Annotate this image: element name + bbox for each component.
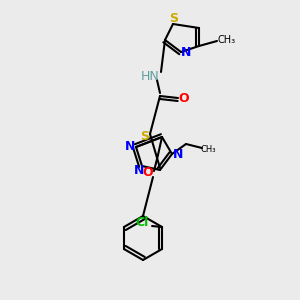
Text: O: O (143, 167, 153, 179)
Text: HN: HN (141, 70, 159, 83)
Text: Cl: Cl (135, 215, 149, 229)
Text: CH₃: CH₃ (200, 145, 216, 154)
Text: N: N (173, 148, 183, 160)
Text: CH₃: CH₃ (218, 35, 236, 45)
Text: N: N (134, 164, 144, 178)
Text: S: S (140, 130, 149, 142)
Text: N: N (181, 46, 191, 59)
Text: S: S (169, 11, 178, 25)
Text: O: O (179, 92, 189, 104)
Text: N: N (125, 140, 135, 154)
